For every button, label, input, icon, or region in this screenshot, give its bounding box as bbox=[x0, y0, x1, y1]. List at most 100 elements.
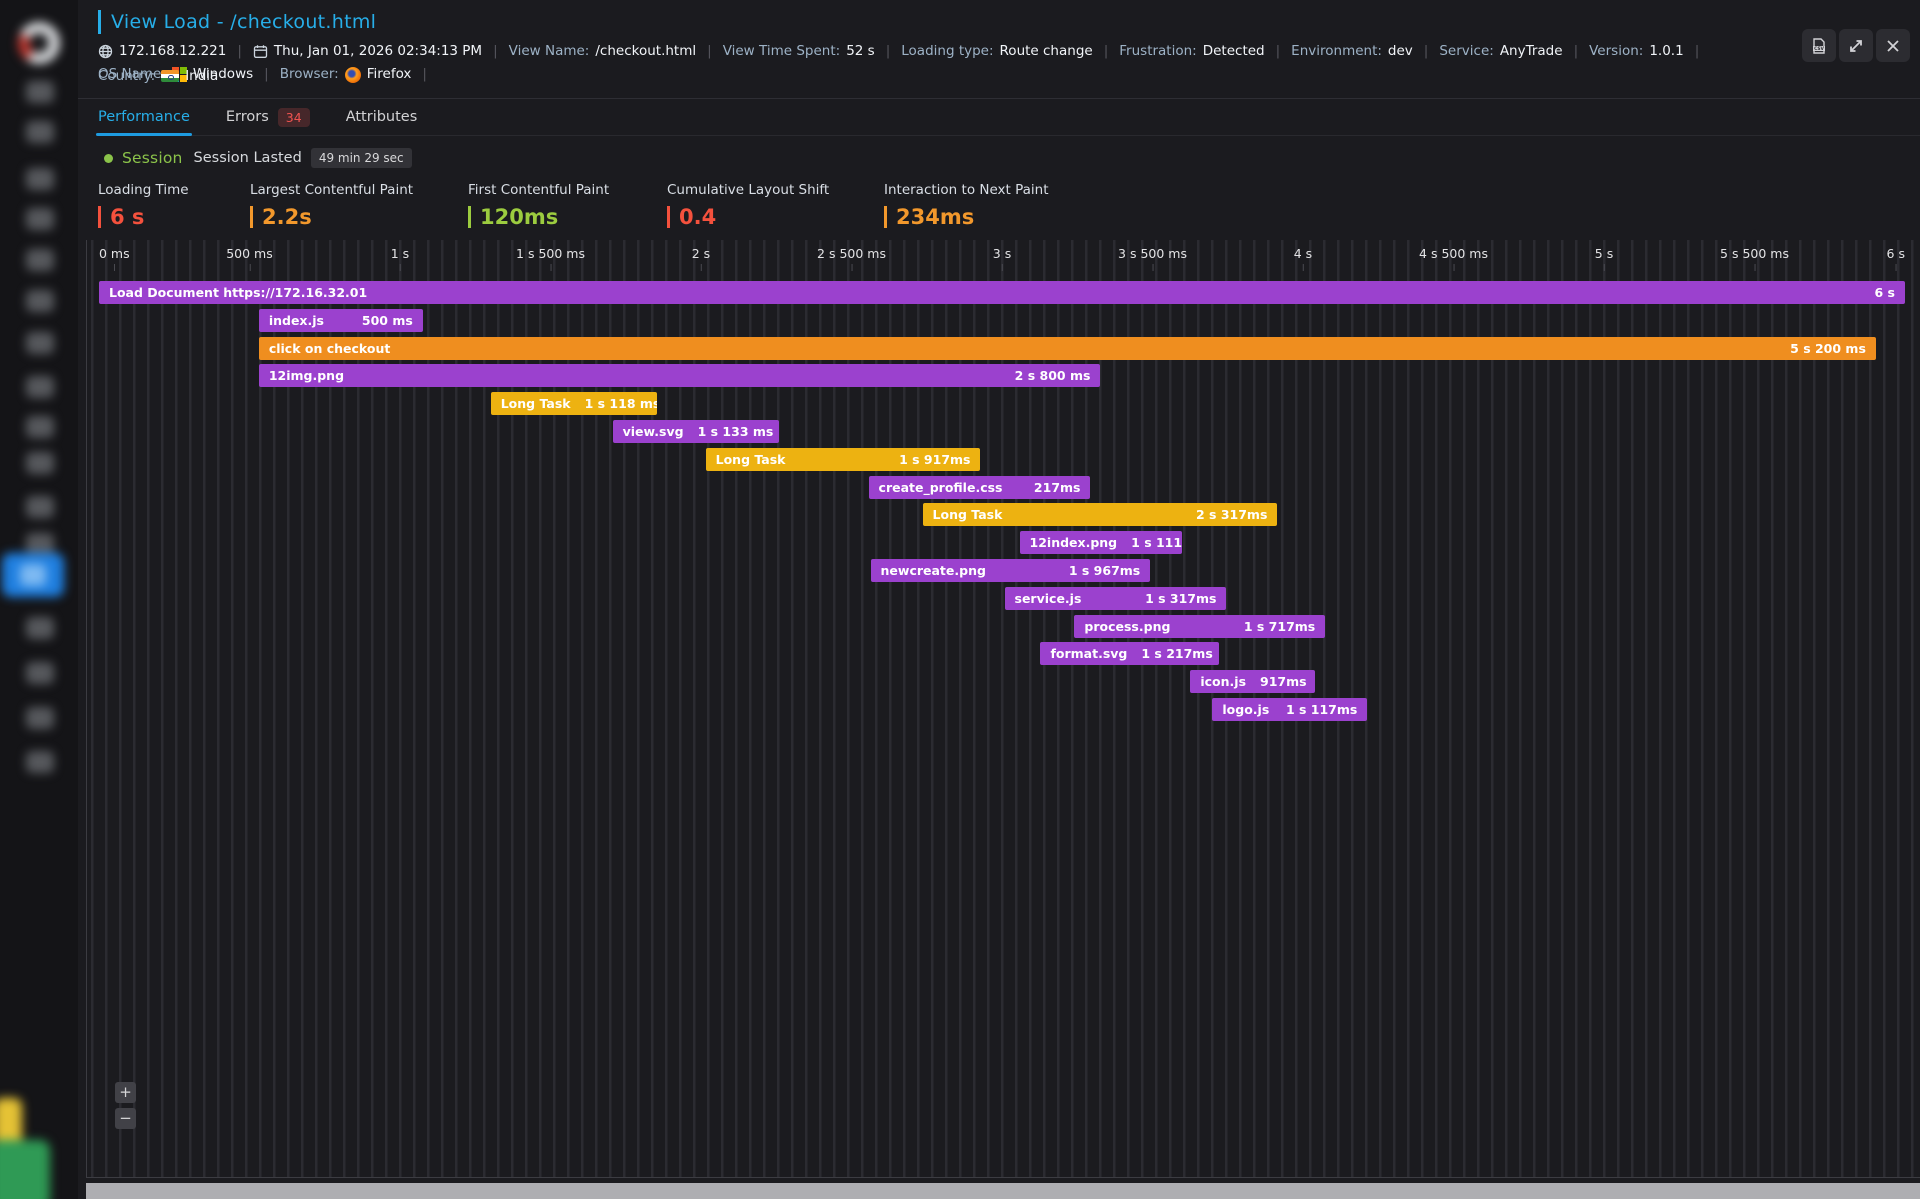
metric-label: Interaction to Next Paint bbox=[884, 182, 1049, 198]
meta-value: 52 s bbox=[846, 43, 875, 59]
meta-value: Detected bbox=[1202, 43, 1265, 59]
sidebar-item-blurred[interactable] bbox=[26, 290, 54, 312]
timeline-bar-duration: 917ms bbox=[1260, 674, 1307, 690]
svg-text:CSV: CSV bbox=[1814, 46, 1824, 52]
zoom-in-button[interactable]: + bbox=[115, 1082, 136, 1103]
timeline-bar-name: Long Task bbox=[715, 451, 786, 467]
meta-item: Thu, Jan 01, 2026 02:34:13 PM bbox=[253, 40, 482, 63]
horizontal-scrollbar[interactable] bbox=[86, 1183, 1920, 1199]
sidebar-item-blurred[interactable] bbox=[26, 533, 54, 555]
sidebar-item-blurred[interactable] bbox=[26, 376, 54, 398]
timeline-bar-name: view.svg bbox=[622, 424, 684, 439]
session-label: Session bbox=[122, 149, 183, 167]
axis-tick-label: 4 s bbox=[1293, 246, 1313, 271]
meta-item: View Name: /checkout.html bbox=[509, 40, 696, 63]
csv-download-button[interactable]: CSV bbox=[1802, 29, 1836, 62]
tab-bar: Performance Errors 34 Attributes bbox=[96, 99, 1920, 136]
metric-label: Largest Contentful Paint bbox=[250, 182, 414, 198]
meta-label: Environment: bbox=[1291, 43, 1382, 59]
meta-separator: | bbox=[1103, 43, 1109, 59]
timeline-bar[interactable]: Long Task 2 s 317ms bbox=[922, 503, 1278, 527]
timeline-bar[interactable]: view.svg 1 s 133 ms bbox=[612, 420, 779, 443]
meta-label: View Name: bbox=[508, 43, 590, 59]
close-button[interactable] bbox=[1876, 29, 1910, 62]
meta-separator: | bbox=[885, 43, 891, 59]
meta-label: Browser: bbox=[279, 66, 339, 82]
axis-tick-label: 4 s 500 ms bbox=[1419, 246, 1488, 271]
timeline-bar[interactable]: create_profile.css 217ms bbox=[868, 475, 1091, 499]
tab-performance[interactable]: Performance bbox=[96, 99, 192, 136]
sidebar-item-blurred[interactable] bbox=[26, 81, 54, 103]
meta-value: Windows bbox=[192, 66, 254, 82]
meta-separator: | bbox=[1694, 43, 1700, 59]
timeline-bar[interactable]: logo.js 1 s 117ms bbox=[1212, 698, 1368, 721]
timeline-bar-duration: 1 s 111 ms bbox=[1131, 535, 1182, 551]
zoom-out-button[interactable]: − bbox=[115, 1108, 136, 1129]
meta-value: dev bbox=[1387, 43, 1413, 59]
tab-attributes[interactable]: Attributes bbox=[346, 99, 418, 135]
country-value: India bbox=[185, 68, 219, 84]
timeline-bar[interactable]: Long Task 1 s 118 ms bbox=[490, 392, 657, 416]
sidebar-item-blurred[interactable] bbox=[26, 208, 54, 230]
tab-label: Performance bbox=[98, 109, 190, 125]
sidebar-item-blurred[interactable] bbox=[26, 707, 54, 729]
tab-label: Attributes bbox=[345, 109, 418, 125]
meta-item: Service: AnyTrade bbox=[1439, 40, 1562, 63]
session-status-dot bbox=[104, 153, 113, 163]
header-divider bbox=[78, 98, 1920, 99]
metric-value: 120ms bbox=[468, 206, 609, 228]
close-icon bbox=[1887, 39, 1899, 52]
metric-largest-contentful-paint: Largest Contentful Paint 2.2s bbox=[250, 182, 413, 228]
sidebar-item-blurred[interactable] bbox=[26, 452, 54, 474]
timeline-bar[interactable]: process.png 1 s 717ms bbox=[1074, 614, 1326, 638]
sidebar-bottom-decoration-green bbox=[0, 1140, 50, 1199]
meta-separator: | bbox=[264, 66, 269, 82]
timeline-bar-duration: 217ms bbox=[1033, 479, 1081, 495]
timeline-bar[interactable]: icon.js 917ms bbox=[1190, 670, 1316, 694]
timeline-bar[interactable]: click on checkout 5 s 200 ms bbox=[258, 336, 1876, 360]
meta-separator: | bbox=[493, 43, 498, 59]
timeline-bar-duration: 1 s 217ms bbox=[1141, 646, 1213, 662]
sidebar-item-blurred[interactable] bbox=[26, 496, 54, 518]
header-actions: CSV bbox=[1802, 29, 1910, 62]
sidebar-item-blurred[interactable] bbox=[26, 751, 54, 773]
meta-separator: | bbox=[1423, 43, 1429, 59]
country-meta: Country: India bbox=[98, 68, 218, 84]
axis-tick-label: 2 s bbox=[691, 246, 711, 271]
app-logo-icon[interactable] bbox=[18, 22, 60, 64]
sidebar-item-blurred[interactable] bbox=[26, 617, 54, 639]
axis-tick-label: 5 s bbox=[1594, 246, 1614, 271]
timeline-bar[interactable]: Long Task 1 s 917ms bbox=[705, 447, 981, 471]
sidebar-item-blurred[interactable] bbox=[26, 168, 54, 190]
timeline-bar-duration: 2 s 800 ms bbox=[1014, 368, 1091, 384]
sidebar-item-active[interactable] bbox=[2, 553, 64, 597]
timeline-bar[interactable]: newcreate.png 1 s 967ms bbox=[870, 559, 1151, 582]
meta-label: View Time Spent: bbox=[722, 43, 841, 59]
timeline-bar-name: create_profile.css bbox=[878, 479, 1003, 495]
meta-label: Service: bbox=[1439, 43, 1494, 59]
metric-first-contentful-paint: First Contentful Paint 120ms bbox=[468, 182, 609, 228]
timeline-bar[interactable]: format.svg 1 s 217ms bbox=[1040, 642, 1220, 666]
sidebar-item-blurred[interactable] bbox=[26, 121, 54, 143]
tab-errors[interactable]: Errors 34 bbox=[226, 99, 310, 135]
timeline-bar[interactable]: Load Document https://172.16.32.01 6 s bbox=[99, 281, 1905, 304]
sidebar-item-blurred[interactable] bbox=[26, 416, 54, 438]
timeline-bar-name: 12index.png bbox=[1029, 535, 1118, 551]
timeline-rows: Load Document https://172.16.32.01 6 s ind… bbox=[99, 281, 1905, 1177]
timeline-bar-name: service.js bbox=[1014, 590, 1082, 606]
timeline-bar-duration: 6 s bbox=[1874, 285, 1896, 300]
chart-zoom-controls: + − bbox=[115, 1082, 136, 1129]
session-row: Session Session Lasted 49 min 29 sec bbox=[104, 148, 412, 168]
timeline-bar-name: index.js bbox=[268, 312, 324, 328]
timeline-bar[interactable]: 12img.png 2 s 800 ms bbox=[258, 364, 1101, 388]
sidebar-item-blurred[interactable] bbox=[26, 249, 54, 271]
sidebar-item-blurred[interactable] bbox=[26, 662, 54, 684]
app-sidebar-blurred-content bbox=[0, 0, 78, 1199]
meta-separator: | bbox=[1573, 43, 1579, 59]
expand-button[interactable] bbox=[1839, 29, 1873, 62]
timeline-bar[interactable]: index.js 500 ms bbox=[258, 308, 423, 332]
timeline-bar[interactable]: 12index.png 1 s 111 ms bbox=[1019, 531, 1182, 555]
sidebar-item-blurred[interactable] bbox=[26, 332, 54, 354]
timeline-bar[interactable]: service.js 1 s 317ms bbox=[1004, 586, 1227, 610]
